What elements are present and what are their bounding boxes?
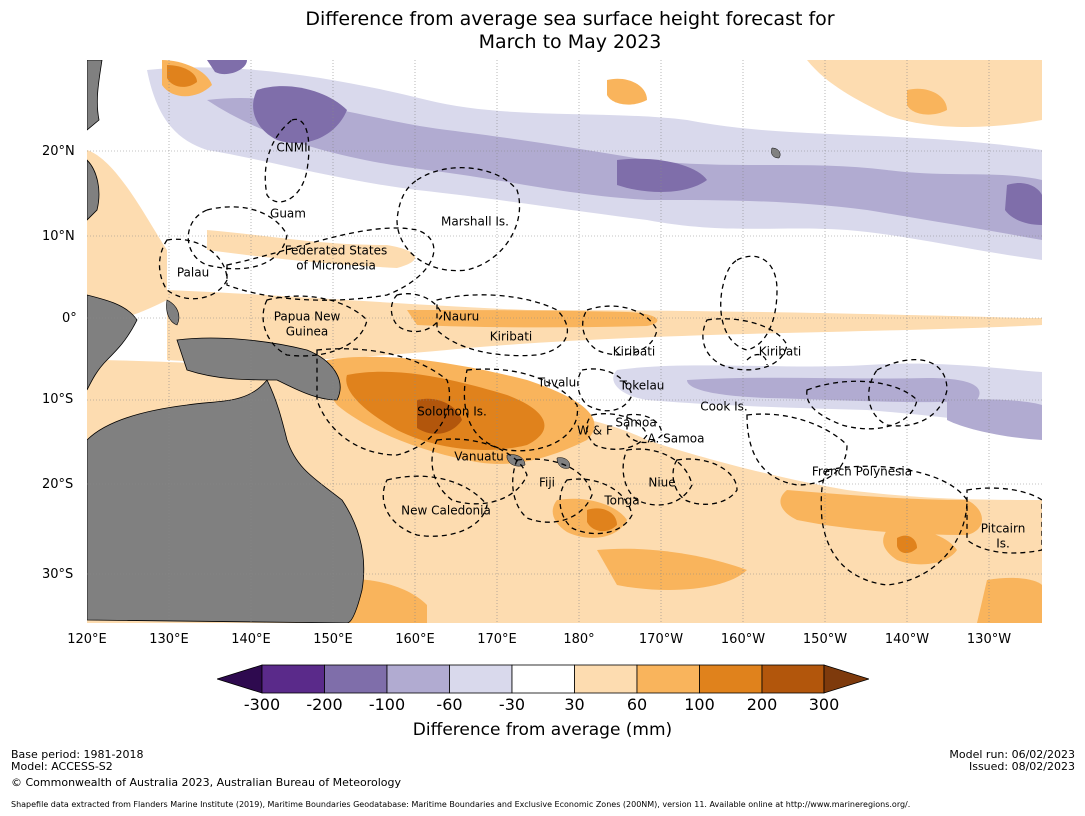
region-label-kiribati-central: Kiribati	[612, 344, 656, 359]
colorbar-tick: 100	[684, 695, 715, 714]
lon-label-170e: 170°E	[477, 632, 517, 647]
region-label-png-line2: Guinea	[285, 324, 329, 339]
footer-left: Base period: 1981-2018 Model: ACCESS-S2 …	[11, 749, 401, 789]
lat-label-10n: 10°N	[42, 229, 75, 244]
region-label-american-samoa: A. Samoa	[647, 431, 705, 446]
colorbar-bin	[636, 664, 700, 694]
land-masses	[87, 60, 781, 623]
colorbar-bin	[386, 664, 450, 694]
lat-label-10s: 10°S	[42, 392, 74, 407]
lon-label-130e: 130°E	[149, 632, 189, 647]
map-panel	[87, 60, 1042, 623]
region-label-cook: Cook Is.	[700, 399, 748, 414]
colorbar-bin	[449, 664, 513, 694]
footer-right: Model run: 06/02/2023 Issued: 08/02/2023	[949, 749, 1075, 773]
region-label-kiribati-west: Kiribati	[489, 329, 533, 344]
lat-label-30s: 30°S	[42, 567, 74, 582]
region-label-vanuatu: Vanuatu	[454, 449, 504, 464]
lon-label-160w: 160°W	[720, 632, 766, 647]
region-label-wallis-futuna: W & F	[577, 423, 613, 438]
colorbar-tick: 300	[808, 695, 840, 714]
negative-anomaly-fields	[147, 60, 1042, 610]
colorbar-tick: -60	[436, 695, 463, 714]
issued-text: Issued: 08/02/2023	[968, 760, 1075, 773]
colorbar-bin	[261, 664, 325, 694]
region-label-cnmi: CNMI	[276, 140, 308, 155]
colorbar-bin	[761, 664, 825, 694]
colorbar-tick: -100	[368, 695, 406, 714]
colorbar-extend-low	[217, 664, 263, 694]
colorbar-tick: 60	[626, 695, 648, 714]
region-label-solomon: Solomon Is.	[417, 404, 487, 419]
colorbar-bin	[324, 664, 388, 694]
region-label-new-caledonia: New Caledonia	[401, 503, 491, 518]
region-label-palau: Palau	[176, 265, 210, 280]
region-label-samoa: Samoa	[615, 415, 657, 430]
region-label-png-line1: Papua New	[273, 309, 341, 324]
region-label-guam: Guam	[270, 206, 306, 221]
copyright-text: © Commonwealth of Australia 2023, Austra…	[11, 776, 401, 789]
lon-label-140w: 140°W	[884, 632, 930, 647]
model-text: Model: ACCESS-S2	[11, 760, 113, 773]
colorbar-bin	[699, 664, 763, 694]
region-label-fiji: Fiji	[538, 475, 556, 490]
lon-label-120e: 120°E	[67, 632, 107, 647]
colorbar-tick: -300	[243, 695, 281, 714]
colorbar-bin	[511, 664, 575, 694]
colorbar-tick: 30	[564, 695, 585, 714]
chart-title: Difference from average sea surface heig…	[0, 8, 1085, 54]
colorbar-tick: -30	[498, 695, 526, 714]
colorbar-tick: 200	[746, 695, 778, 714]
lon-label-150w: 150°W	[802, 632, 848, 647]
colorbar	[217, 664, 869, 694]
lon-label-140e: 140°E	[231, 632, 271, 647]
region-label-niue: Niue	[648, 475, 676, 490]
lat-label-20s: 20°S	[42, 477, 74, 492]
map-canvas	[87, 60, 1042, 623]
lon-label-150e: 150°E	[313, 632, 353, 647]
region-label-fsm-line2: of Micronesia	[296, 258, 376, 273]
base-period-text: Base period: 1981-2018	[11, 748, 144, 761]
colorbar-extend-high	[823, 664, 869, 694]
lon-label-160e: 160°E	[395, 632, 435, 647]
eez-boundaries	[158, 118, 1042, 586]
graticule	[87, 60, 1042, 623]
region-label-kiribati-east: Kiribati	[758, 344, 802, 359]
region-label-french-polynesia: French Polynesia	[811, 464, 913, 479]
colorbar-label: Difference from average (mm)	[412, 720, 673, 740]
region-label-nauru: Nauru	[442, 309, 480, 324]
lon-label-130w: 130°W	[966, 632, 1012, 647]
region-label-fsm-line1: Federated States	[284, 243, 388, 258]
lat-label-20n: 20°N	[42, 144, 75, 159]
lon-label-180: 180°	[563, 632, 595, 647]
lon-label-170w: 170°W	[638, 632, 684, 647]
colorbar-tick: -200	[306, 695, 343, 714]
shapefile-attribution: Shapefile data extracted from Flanders M…	[11, 800, 911, 809]
colorbar-bin	[574, 664, 638, 694]
model-run-text: Model run: 06/02/2023	[949, 748, 1075, 761]
region-label-tuvalu: Tuvalu	[537, 375, 577, 390]
region-label-tokelau: Tokelau	[619, 378, 665, 393]
title-line-1: Difference from average sea surface heig…	[305, 8, 835, 30]
title-line-2: March to May 2023	[478, 31, 662, 53]
region-label-marshall: Marshall Is.	[441, 214, 509, 229]
region-label-tonga: Tonga	[604, 493, 640, 508]
region-label-pitcairn-line1: Pitcairn	[980, 521, 1026, 536]
region-label-pitcairn-line2: Is.	[996, 536, 1010, 551]
lat-label-0: 0°	[62, 311, 77, 326]
